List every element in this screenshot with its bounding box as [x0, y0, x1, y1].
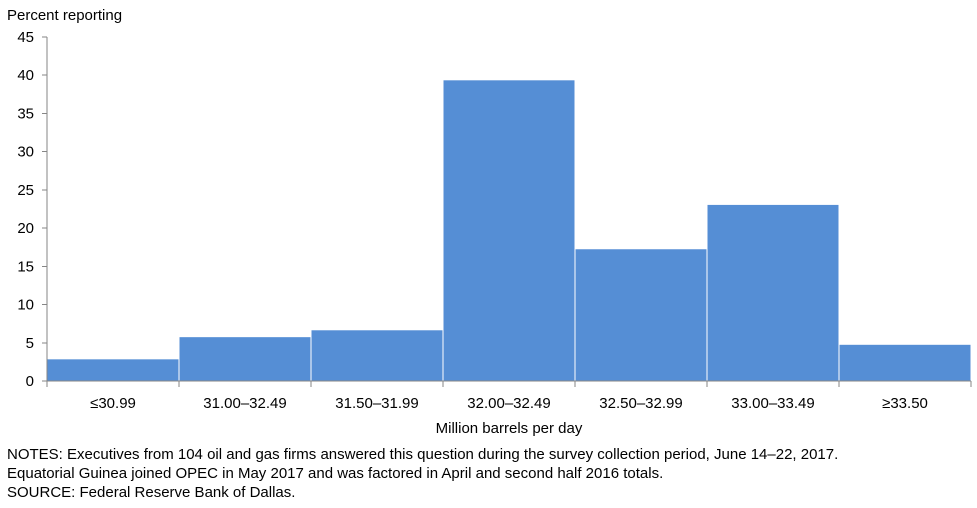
- y-tick-label: 20: [17, 220, 34, 237]
- y-tick-label: 35: [17, 105, 34, 122]
- x-tick-label: ≤30.99: [90, 395, 136, 412]
- y-axis-label: Percent reporting: [7, 7, 122, 24]
- x-tick-labels: ≤30.99 31.00–32.49 31.50–31.99 32.00–32.49 3…: [90, 395, 928, 412]
- x-tick-label: 31.00–32.49: [203, 395, 286, 412]
- x-tick-label: 32.00–32.49: [467, 395, 550, 412]
- bar-4: [574, 248, 708, 382]
- notes-line: Equatorial Guinea joined OPEC in May 201…: [7, 465, 664, 482]
- bar-6: [838, 343, 972, 382]
- bar-chart: Percent reporting 0 5 10 15 20 25 30 35 40 45 ≤30…: [7, 7, 972, 437]
- y-tick-label: 45: [17, 29, 34, 46]
- notes-block: NOTES: Executives from 104 oil and gas f…: [7, 445, 972, 502]
- x-tick-label: 31.50–31.99: [335, 395, 418, 412]
- x-tick-label: 32.50–32.99: [599, 395, 682, 412]
- bar-0: [46, 358, 180, 382]
- y-tick-label: 10: [17, 297, 34, 314]
- notes-line: NOTES: Executives from 104 oil and gas f…: [7, 446, 839, 463]
- y-tick-label: 5: [26, 335, 34, 352]
- bar-5: [706, 203, 840, 382]
- y-tick-label: 25: [17, 182, 34, 199]
- bars: [46, 79, 972, 382]
- bar-3: [442, 79, 576, 382]
- x-tick-label: ≥33.50: [882, 395, 928, 412]
- y-tick-label: 15: [17, 258, 34, 275]
- y-tick-labels: 0 5 10 15 20 25 30 35 40 45: [17, 29, 34, 390]
- y-tick-label: 0: [26, 373, 34, 390]
- y-tick-label: 30: [17, 144, 34, 161]
- y-tick-label: 40: [17, 67, 34, 84]
- x-tick-label: 33.00–33.49: [731, 395, 814, 412]
- axes: [42, 36, 972, 387]
- x-axis-label: Million barrels per day: [436, 420, 583, 437]
- bar-1: [178, 336, 312, 382]
- bar-2: [310, 329, 444, 382]
- source-line: SOURCE: Federal Reserve Bank of Dallas.: [7, 484, 296, 501]
